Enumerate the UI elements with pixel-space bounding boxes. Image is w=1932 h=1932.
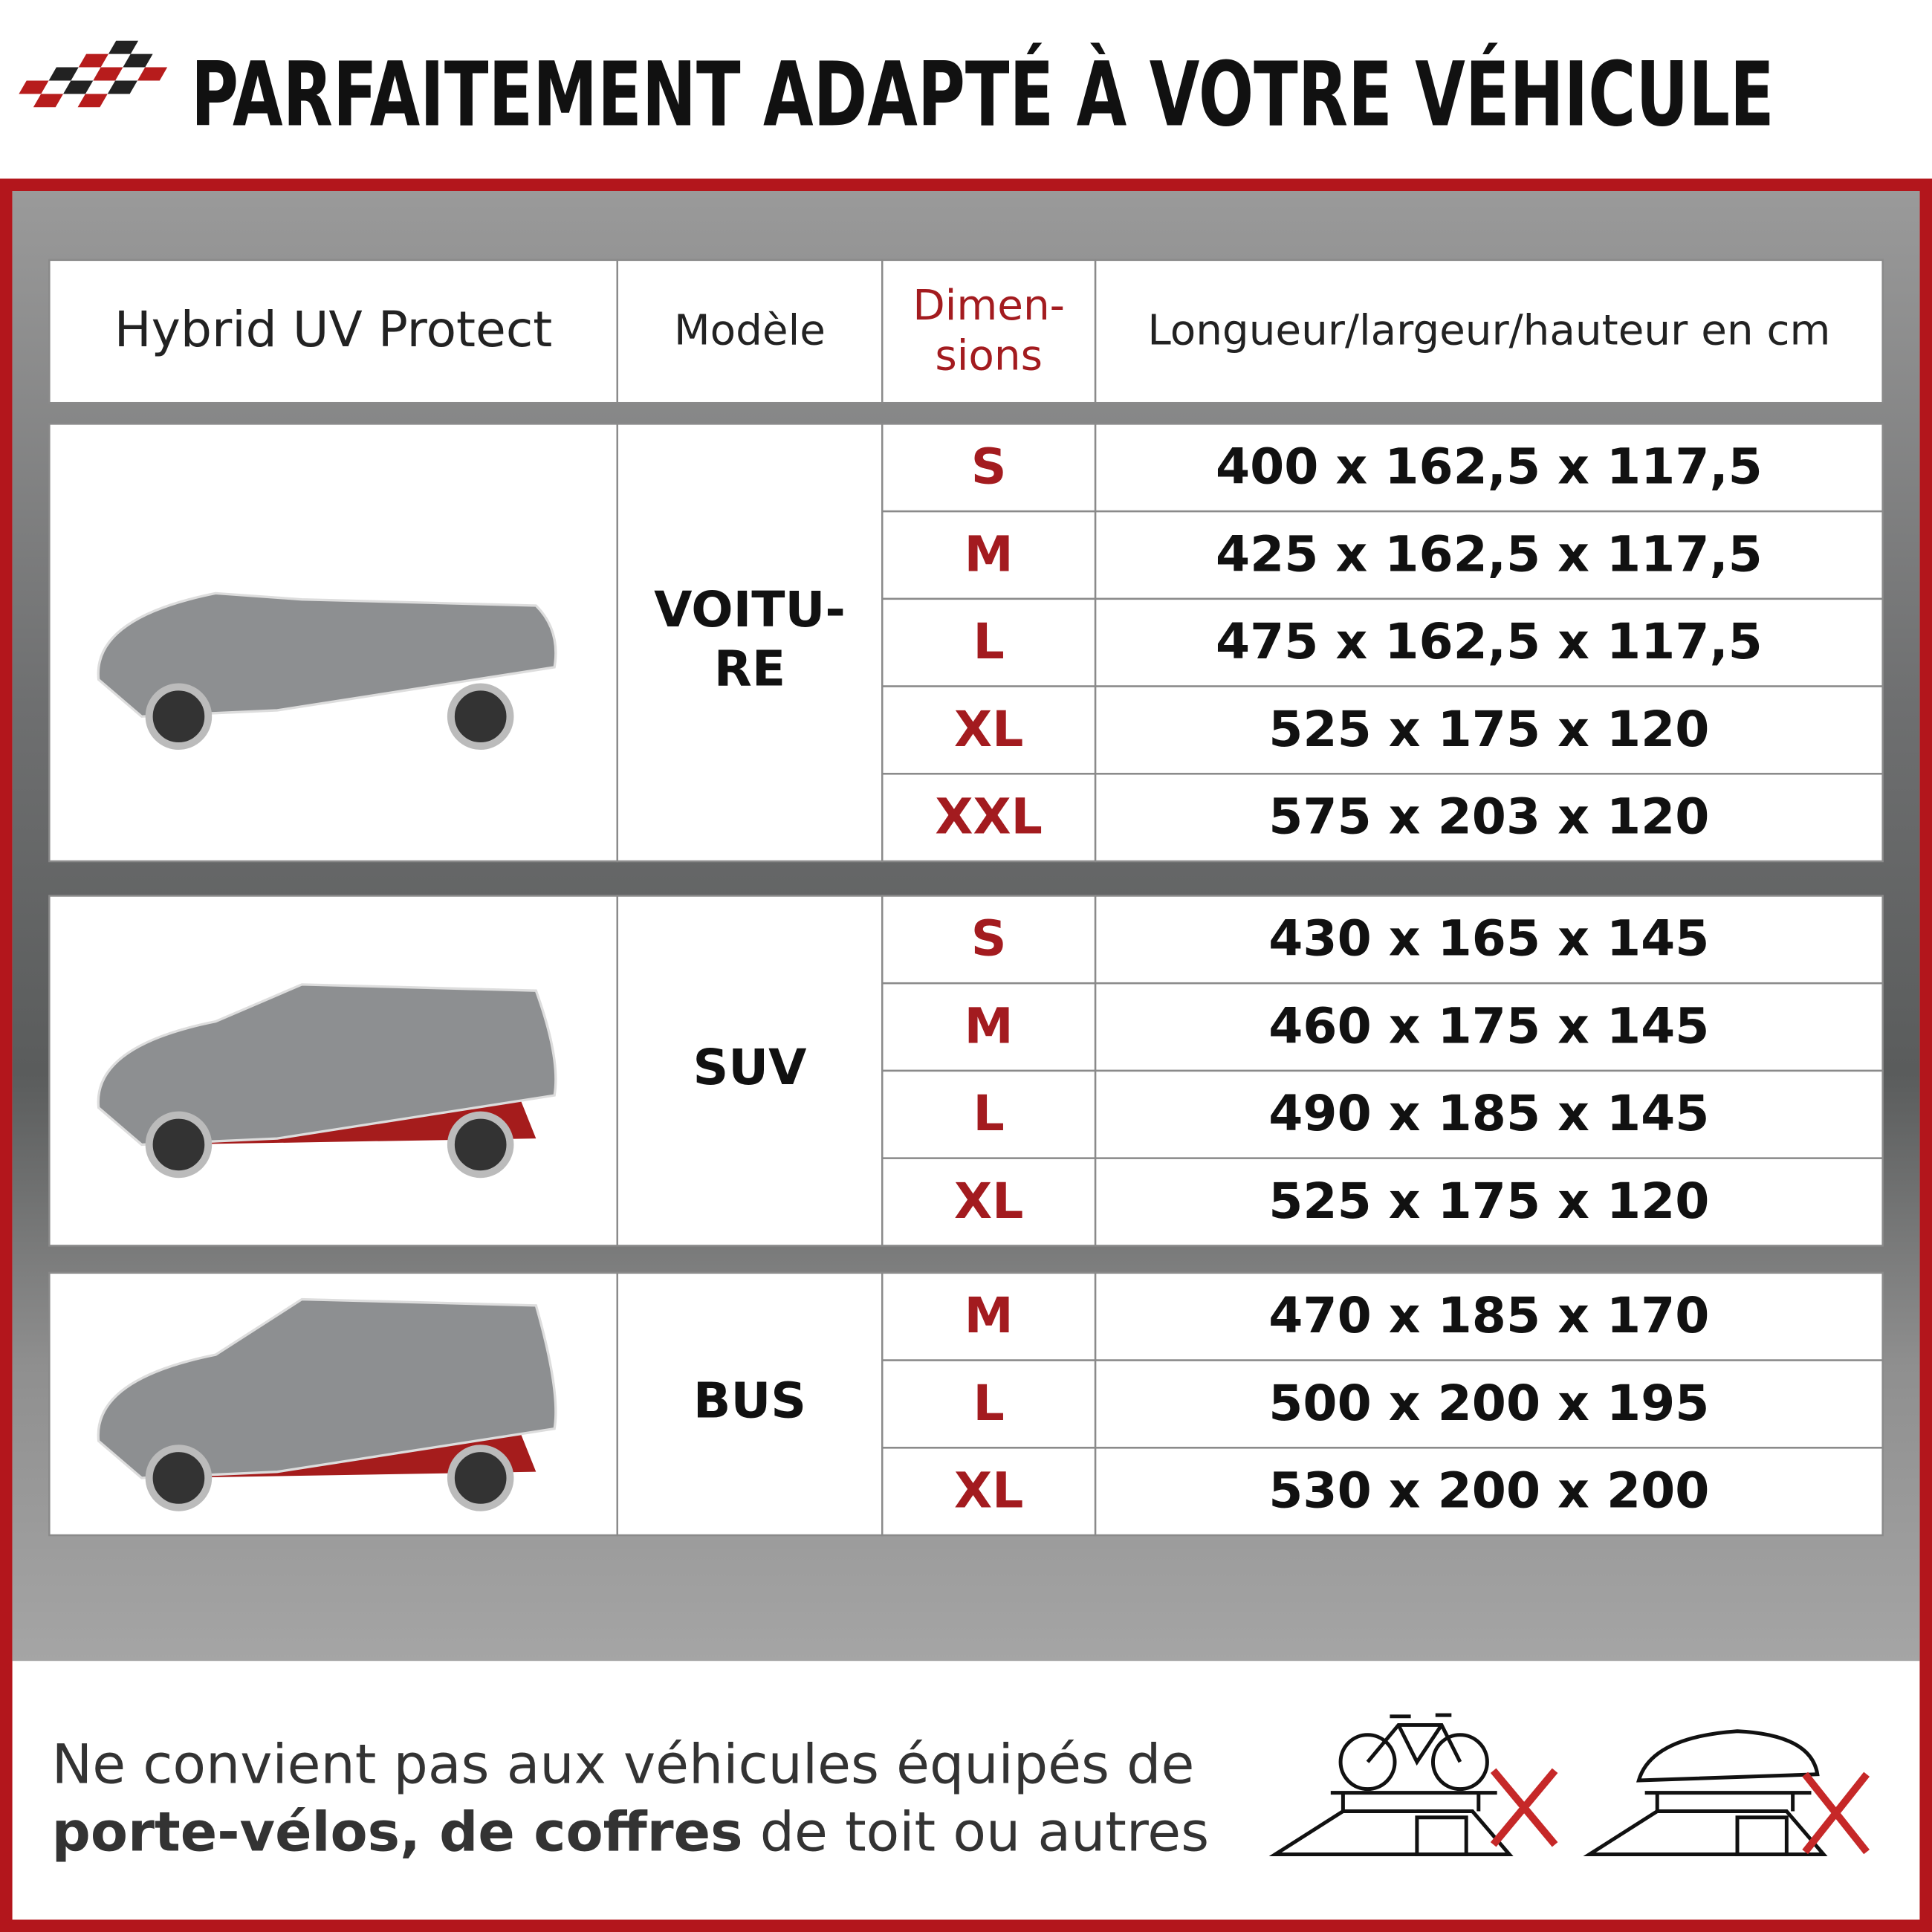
text-line: RE — [714, 640, 785, 698]
size-cell — [881, 1271, 1097, 1361]
size-label: L — [973, 1084, 1005, 1142]
dims-label: 475 x 162,5 x 117,5 — [1216, 612, 1763, 670]
title: PARFAITEMENT ADAPTÉ À VOTRE VÉHICULE — [191, 43, 1774, 147]
size-label: M — [965, 525, 1014, 583]
size-label: L — [973, 1374, 1005, 1432]
column-header: Dimen-sions — [912, 282, 1065, 380]
dims-label: 525 x 175 x 120 — [1268, 700, 1709, 758]
dims-label: 575 x 203 x 120 — [1268, 788, 1709, 846]
dims-label: 530 x 200 x 200 — [1268, 1462, 1709, 1520]
size-cell — [881, 510, 1097, 600]
size-label: XL — [954, 1172, 1023, 1230]
vehicle-image — [97, 1297, 557, 1511]
dims-cell — [1094, 597, 1884, 687]
text-line: Dimen- — [912, 282, 1065, 330]
logo — [19, 40, 168, 108]
footer-line2: porte-vélos, de coffres de toit ou autre… — [52, 1801, 1210, 1864]
wheel — [145, 683, 213, 750]
wheel — [145, 1445, 213, 1511]
model-cell — [616, 1271, 884, 1537]
header-cell — [48, 259, 618, 404]
wheel — [447, 1445, 514, 1511]
dims-cell — [1094, 773, 1884, 863]
dims-cell — [1094, 510, 1884, 600]
column-header: Longueur/largeur/hauteur en cm — [1147, 306, 1830, 354]
dims-label: 460 x 175 x 145 — [1268, 996, 1709, 1054]
dims-cell — [1094, 1271, 1884, 1361]
text-line: VOITU- — [654, 580, 846, 638]
size-cell — [881, 773, 1097, 863]
size-cell — [881, 1157, 1097, 1247]
dims-label: 425 x 162,5 x 117,5 — [1216, 525, 1763, 583]
dims-cell — [1094, 982, 1884, 1072]
dims-label: 400 x 162,5 x 117,5 — [1216, 438, 1763, 496]
model-cell — [616, 423, 884, 863]
vehicle-cover — [97, 591, 557, 718]
dims-cell — [1094, 1359, 1884, 1449]
size-label: S — [971, 438, 1007, 496]
size-cell — [881, 1359, 1097, 1449]
dims-label: 430 x 165 x 145 — [1268, 910, 1709, 967]
size-cell — [881, 423, 1097, 513]
footer-bold: porte-vélos, de coffres — [52, 1801, 743, 1864]
dims-label: 470 x 185 x 170 — [1268, 1286, 1709, 1344]
dims-label: 525 x 175 x 120 — [1268, 1172, 1709, 1230]
dims-cell — [1094, 1157, 1884, 1247]
dims-label: 490 x 185 x 145 — [1268, 1084, 1709, 1142]
size-label: XXL — [935, 788, 1043, 846]
size-label: L — [973, 612, 1005, 670]
roofbox-icon — [1583, 1729, 1870, 1857]
size-label: M — [965, 996, 1014, 1054]
size-cell — [881, 1447, 1097, 1537]
footer-line1: Ne convient pas aux véhicules équipés de — [52, 1733, 1195, 1796]
size-label: S — [971, 910, 1007, 967]
model-cell — [616, 895, 884, 1247]
vehicle-cover — [97, 1297, 557, 1479]
size-label: XL — [954, 700, 1023, 758]
vehicle-image — [97, 591, 557, 750]
size-label: M — [965, 1286, 1014, 1344]
model-label: VOITU-RE — [654, 580, 846, 698]
size-cell — [881, 597, 1097, 687]
dims-cell — [1094, 1447, 1884, 1537]
vehicle-cover — [97, 983, 557, 1147]
bike-icon — [1268, 1713, 1558, 1857]
header-cell — [1094, 259, 1884, 404]
column-header: Hybrid UV Protect — [114, 300, 553, 358]
vehicle-image — [97, 983, 557, 1179]
dims-label: 500 x 200 x 195 — [1268, 1374, 1709, 1432]
text-line: sions — [935, 331, 1043, 380]
header-cell — [881, 259, 1097, 404]
footer-rest: de toit ou autres — [743, 1801, 1210, 1864]
model-label: BUS — [693, 1372, 806, 1430]
wheel — [447, 683, 514, 750]
column-header: Modèle — [674, 306, 826, 354]
wheel — [447, 1111, 514, 1179]
table: Hybrid UV Protect Modèle Dimen-sions Longue… — [48, 259, 1884, 1537]
size-cell — [881, 1069, 1097, 1159]
model-label: SUV — [693, 1038, 807, 1096]
wheel — [145, 1111, 213, 1179]
size-label: XL — [954, 1462, 1023, 1520]
